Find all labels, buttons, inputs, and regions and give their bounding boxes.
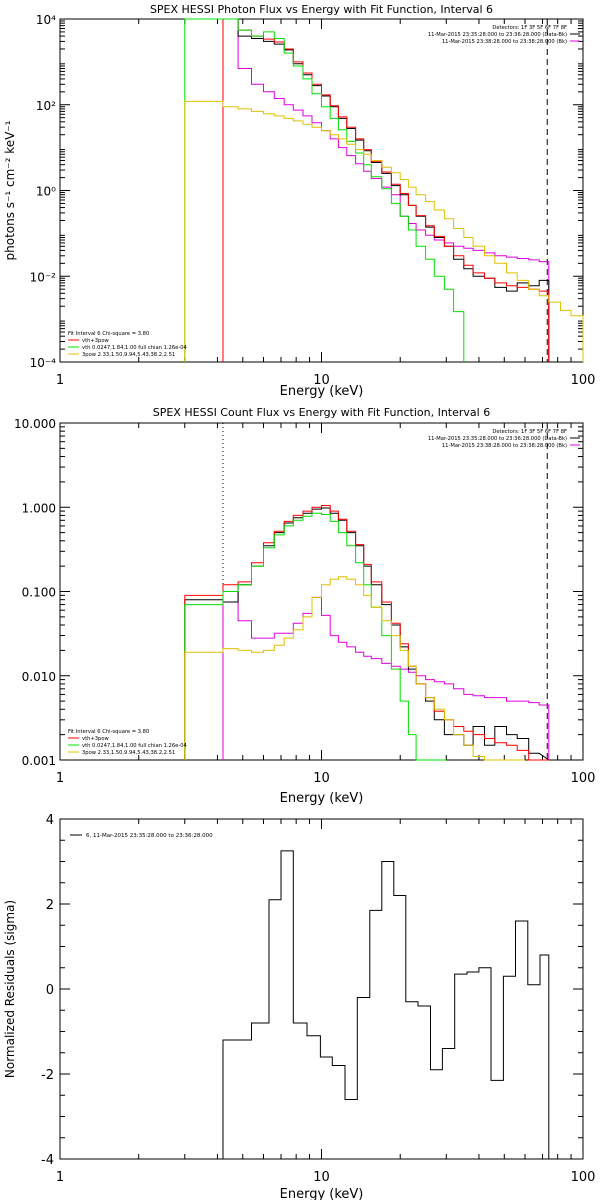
y-tick-label: 10⁰: [36, 185, 56, 199]
x-tick-label: 10: [313, 771, 330, 786]
series-total: [222, 18, 550, 362]
legend-top-entry: 11-Mar-2015 23:38:28.000 to 23:38:28.000…: [442, 443, 567, 449]
y-axis-label: photons s⁻¹ cm⁻² keV⁻¹: [3, 120, 17, 260]
legend-bottom-entry: vth+3pow: [82, 338, 110, 344]
legend-bottom-entry: vth 0.0247,1.84,1.00 full chian 1.26e-04: [82, 345, 187, 351]
y-tick-label: 10.000: [14, 417, 56, 431]
legend-entry: 6, 11-Mar-2015 23:35:28.000 to 23:36:28.…: [86, 833, 213, 839]
legend-bottom-entry: 3pow 2.33,1.50,9.94,5.43,38.2,2.51: [82, 750, 175, 756]
y-tick-label: -2: [41, 1068, 54, 1083]
x-tick-label: 1: [56, 1170, 64, 1185]
chart-title: SPEX HESSI Photon Flux vs Energy with Fi…: [150, 3, 493, 16]
legend-bottom-entry: Fit Interval 6 Chi-square = 3.80: [68, 729, 149, 735]
x-axis-label: Energy (keV): [280, 1187, 364, 1200]
legend-top-entry: Detectors: 1F 3F 5F 6F 7F 8F: [492, 25, 567, 31]
legend-bottom-entry: vth+3pow: [82, 736, 110, 742]
y-tick-label: 0.001: [22, 754, 56, 768]
chart-title: SPEX HESSI Count Flux vs Energy with Fit…: [153, 406, 490, 419]
y-tick-label: 10²: [36, 99, 56, 113]
legend-top-entry: 11-Mar-2015 23:35:28.000 to 23:36:28.000…: [428, 32, 567, 38]
y-tick-label: -4: [41, 1153, 54, 1168]
series-data: [222, 850, 550, 1159]
x-axis-label: Energy (keV): [280, 791, 364, 806]
series-total: [184, 505, 549, 761]
y-tick-label: 10⁻²: [30, 270, 57, 284]
x-tick-label: 1: [56, 373, 64, 388]
x-tick-label: 10: [313, 1170, 330, 1185]
series-bk: [222, 18, 550, 362]
x-tick-label: 100: [571, 771, 596, 786]
y-tick-label: 10⁻⁴: [30, 356, 57, 370]
x-tick-label: 10: [313, 373, 330, 388]
y-tick-label: 0.010: [22, 670, 56, 684]
legend-top-entry: 11-Mar-2015 23:38:28.000 to 23:38:28.000…: [442, 39, 567, 45]
residuals-panel: Energy (keV) Normalized Residuals (sigma)…: [3, 813, 595, 1200]
legend-top-entry: Detectors: 1F 3F 5F 6F 7F 8F: [492, 429, 567, 435]
y-tick-label: 0.100: [22, 586, 56, 600]
x-tick-label: 100: [571, 1170, 596, 1185]
y-tick-label: 10⁴: [36, 13, 56, 27]
legend-bottom-entry: Fit Interval 6 Chi-square = 3.80: [68, 331, 149, 337]
photon-flux-panel: SPEX HESSI Photon Flux vs Energy with Fi…: [3, 3, 595, 399]
plot-frame: [59, 18, 584, 363]
y-tick-label: 1.000: [22, 501, 56, 515]
plot-frame: [59, 818, 584, 1160]
series-vth: [184, 512, 447, 761]
legend-bottom-entry: vth 0.0247,1.84,1.00 full chian 1.26e-04: [82, 743, 187, 749]
series-pow: [184, 576, 525, 761]
series-pow: [184, 100, 584, 362]
x-tick-label: 1: [56, 771, 64, 786]
legend-top-entry: 11-Mar-2015 23:35:28.000 to 23:36:28.000…: [428, 436, 567, 442]
legend-bottom-entry: 3pow 2.33,1.50,9.94,5.43,38.2,2.51: [82, 352, 175, 358]
y-tick-label: 2: [46, 898, 54, 913]
series-data: [184, 507, 550, 761]
series-bk: [222, 591, 550, 760]
x-tick-label: 100: [571, 373, 596, 388]
x-axis-label: Energy (keV): [280, 384, 364, 399]
count-flux-panel: SPEX HESSI Count Flux vs Energy with Fit…: [14, 406, 595, 806]
series-data: [222, 18, 550, 362]
y-axis-label: Normalized Residuals (sigma): [3, 900, 17, 1078]
y-tick-label: 4: [46, 813, 54, 828]
y-tick-label: 0: [46, 983, 54, 998]
series-vth: [184, 18, 465, 362]
